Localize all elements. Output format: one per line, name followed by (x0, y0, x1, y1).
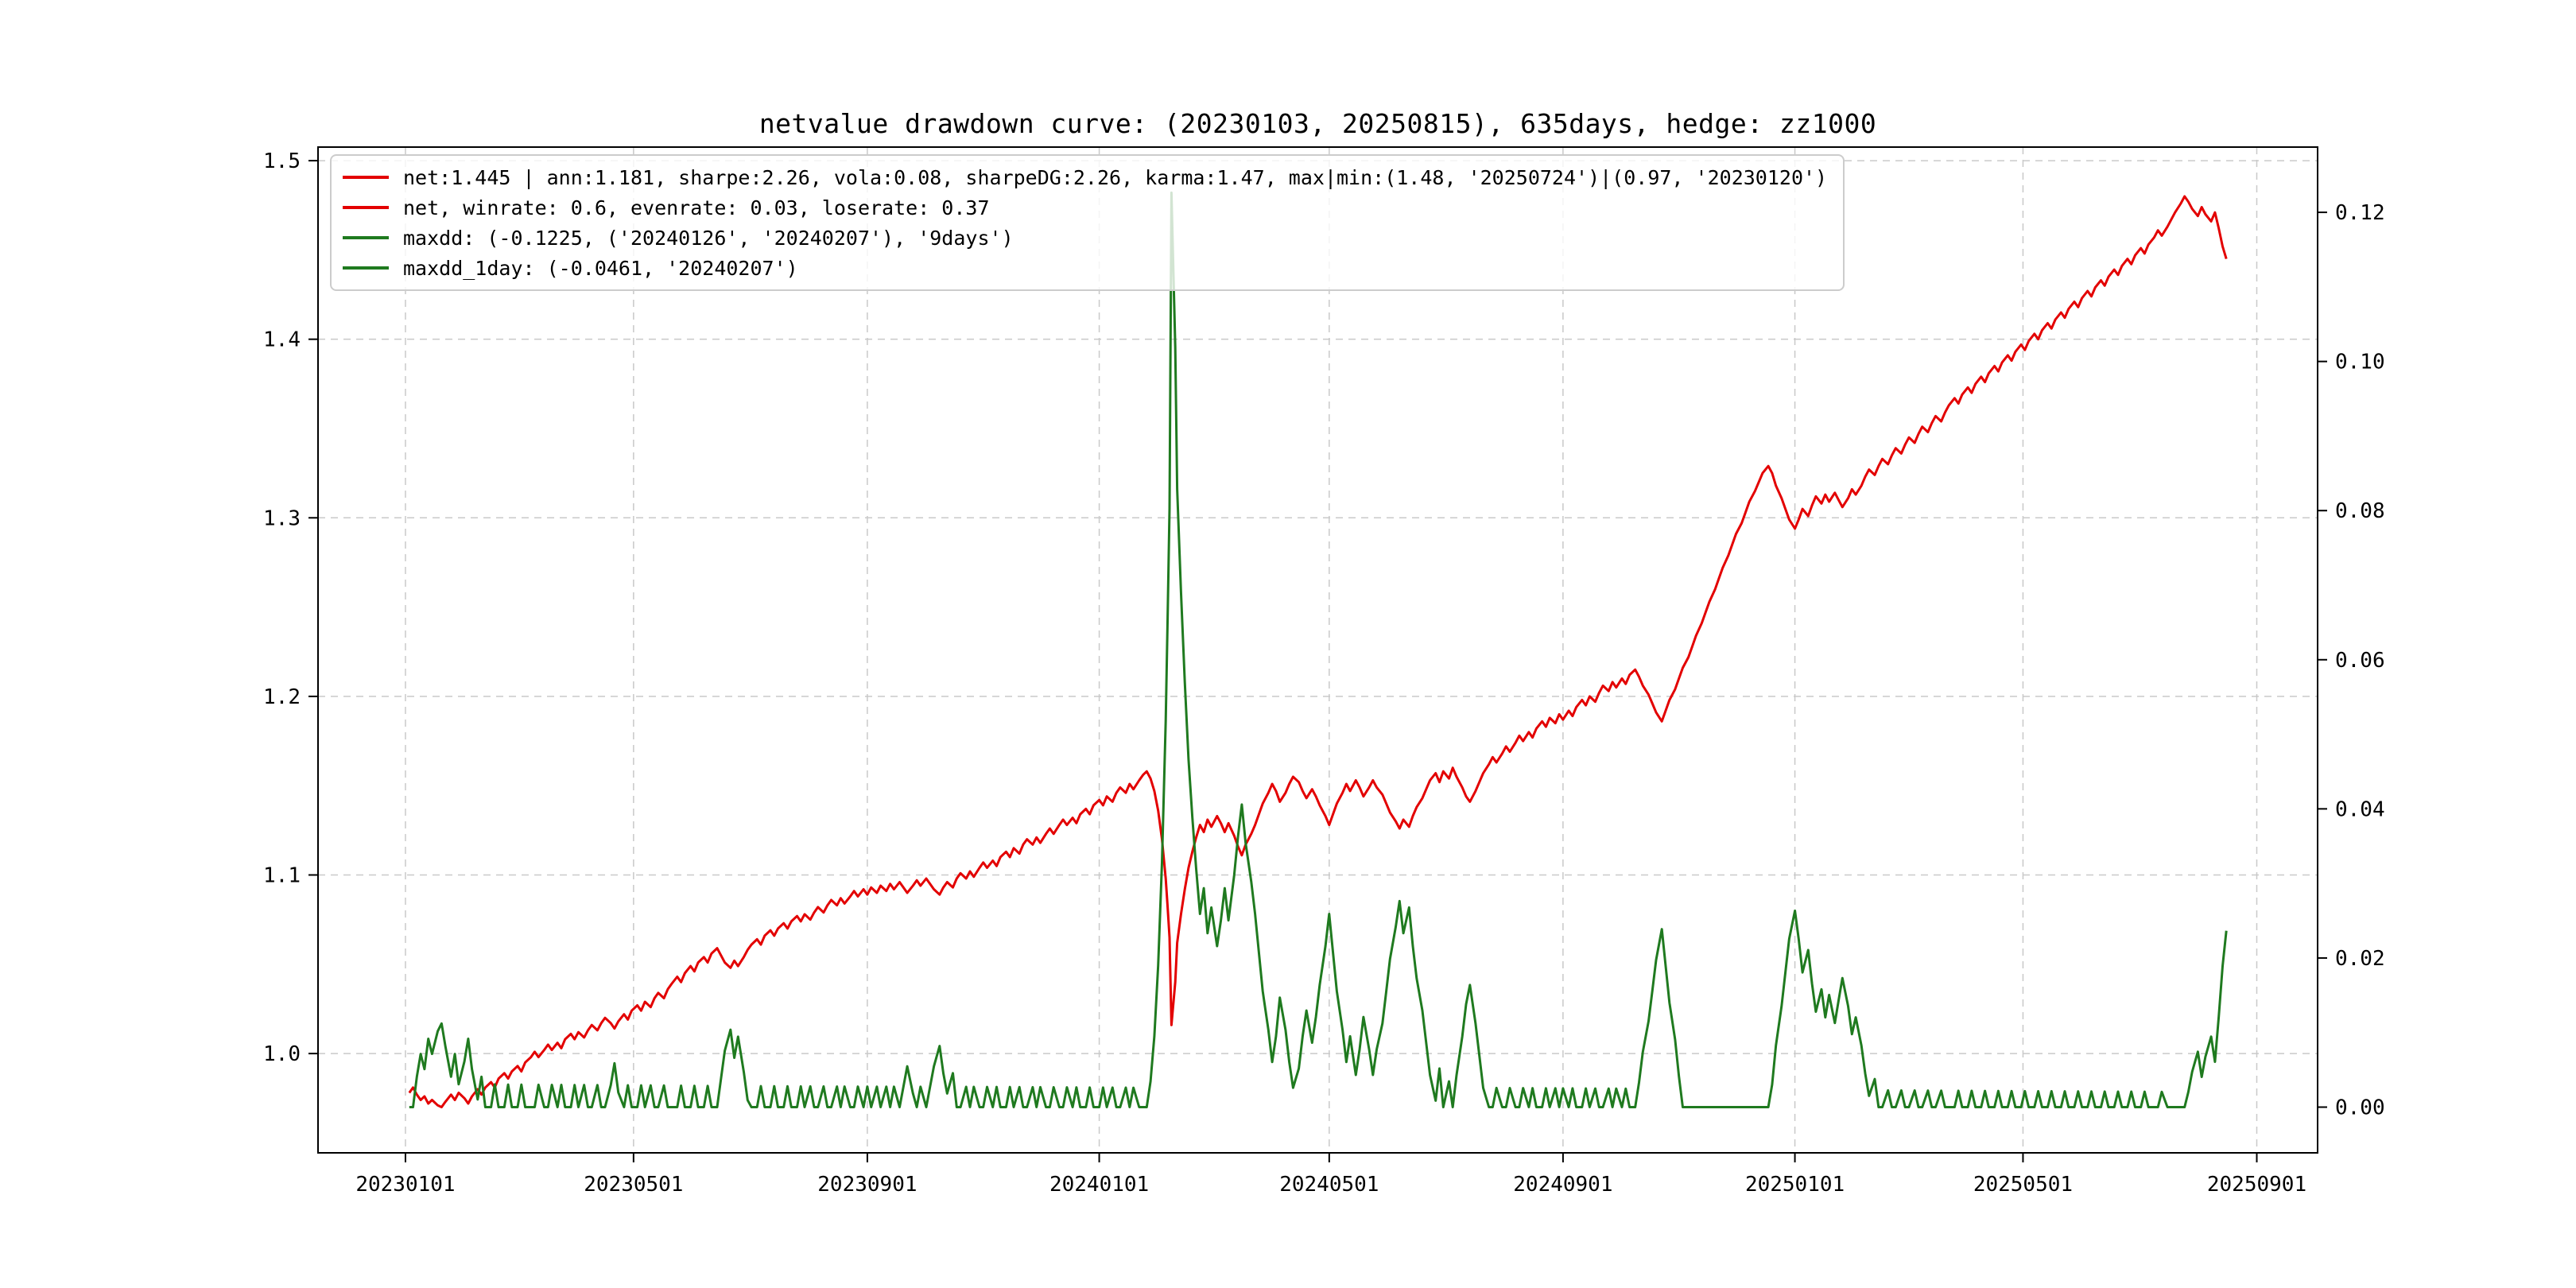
drawdown-line (409, 191, 2228, 1108)
x-tick-label: 20240901 (1513, 1173, 1612, 1197)
net-value-line (408, 195, 2228, 1108)
y-right-tick-label: 0.00 (2335, 1096, 2385, 1120)
y-left-tick-label: 1.1 (263, 864, 301, 888)
legend-label: net, winrate: 0.6, evenrate: 0.03, loser… (403, 196, 990, 219)
y-left-tick-label: 1.3 (263, 506, 301, 530)
y-right-tick-label: 0.08 (2335, 499, 2385, 523)
legend-entry-net-winrate: net, winrate: 0.6, evenrate: 0.03, loser… (343, 192, 1827, 223)
x-tick-label: 20250501 (1973, 1173, 2073, 1197)
x-tick-label: 20230101 (355, 1173, 455, 1197)
net-line-sample (343, 176, 389, 179)
x-tick-label: 20250101 (1745, 1173, 1845, 1197)
y-right-tick-label: 0.12 (2335, 201, 2385, 225)
y-right-tick-label: 0.10 (2335, 351, 2385, 374)
legend-entry-net-stats: net:1.445 | ann:1.181, sharpe:2.26, vola… (343, 162, 1827, 192)
chart-title: netvalue drawdown curve: (20230103, 2025… (758, 108, 1877, 139)
drawdown-line-sample (343, 266, 389, 270)
x-tick-label: 20250901 (2207, 1173, 2306, 1197)
y-left-tick-label: 1.2 (263, 685, 301, 709)
legend: net:1.445 | ann:1.181, sharpe:2.26, vola… (330, 154, 1845, 291)
plot-border (317, 146, 2318, 1154)
x-tick-label: 20240501 (1279, 1173, 1379, 1197)
y-left-tick-label: 1.0 (263, 1042, 301, 1066)
net-line-sample (343, 206, 389, 209)
y-right-tick-label: 0.02 (2335, 947, 2385, 971)
legend-label: net:1.445 | ann:1.181, sharpe:2.26, vola… (403, 165, 1828, 189)
legend-entry-maxdd-1day: maxdd_1day: (-0.0461, '20240207') (343, 253, 1827, 283)
y-left-tick-label: 1.5 (263, 149, 301, 173)
y-right-tick-label: 0.04 (2335, 797, 2385, 821)
x-tick-label: 20230901 (817, 1173, 917, 1197)
legend-label: maxdd: (-0.1225, ('20240126', '20240207'… (403, 226, 1014, 250)
legend-entry-maxdd: maxdd: (-0.1225, ('20240126', '20240207'… (343, 223, 1827, 253)
x-tick-label: 20230501 (584, 1173, 683, 1197)
y-left-tick-label: 1.4 (263, 328, 301, 352)
y-right-tick-label: 0.06 (2335, 649, 2385, 673)
drawdown-line-sample (343, 236, 389, 239)
legend-label: maxdd_1day: (-0.0461, '20240207') (403, 256, 798, 280)
x-tick-label: 20240101 (1049, 1173, 1149, 1197)
